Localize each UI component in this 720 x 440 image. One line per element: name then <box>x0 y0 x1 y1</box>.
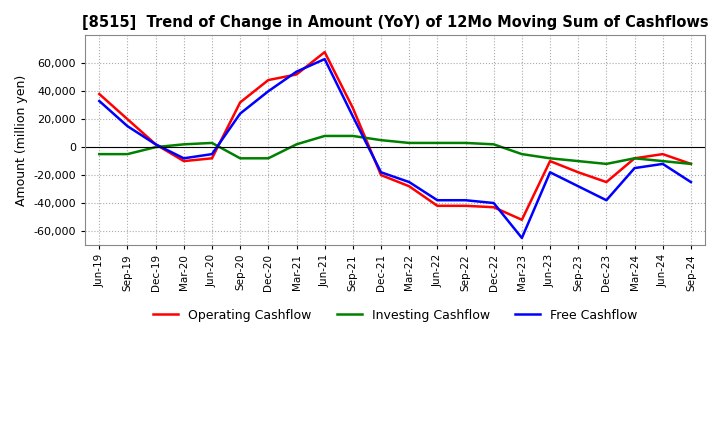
Operating Cashflow <box>236 100 245 105</box>
Operating Cashflow <box>179 158 188 164</box>
Operating Cashflow <box>574 170 582 175</box>
Free Cashflow <box>687 180 696 185</box>
Free Cashflow <box>433 198 441 203</box>
Free Cashflow <box>179 156 188 161</box>
Investing Cashflow <box>687 161 696 167</box>
Operating Cashflow <box>151 142 160 147</box>
Operating Cashflow <box>123 117 132 122</box>
Free Cashflow <box>546 170 554 175</box>
Title: [8515]  Trend of Change in Amount (YoY) of 12Mo Moving Sum of Cashflows: [8515] Trend of Change in Amount (YoY) o… <box>82 15 708 30</box>
Operating Cashflow <box>348 105 357 110</box>
Operating Cashflow <box>405 183 413 189</box>
Investing Cashflow <box>207 140 216 146</box>
Free Cashflow <box>348 114 357 119</box>
Operating Cashflow <box>320 49 329 55</box>
Line: Operating Cashflow: Operating Cashflow <box>99 52 691 220</box>
Free Cashflow <box>462 198 470 203</box>
Free Cashflow <box>236 111 245 116</box>
Investing Cashflow <box>405 140 413 146</box>
Investing Cashflow <box>602 161 611 167</box>
Investing Cashflow <box>348 133 357 139</box>
Investing Cashflow <box>377 138 385 143</box>
Free Cashflow <box>292 69 301 74</box>
Free Cashflow <box>264 88 273 94</box>
Free Cashflow <box>123 124 132 129</box>
Line: Free Cashflow: Free Cashflow <box>99 59 691 238</box>
Free Cashflow <box>490 200 498 205</box>
Investing Cashflow <box>658 158 667 164</box>
Operating Cashflow <box>490 205 498 210</box>
Operating Cashflow <box>207 156 216 161</box>
Operating Cashflow <box>602 180 611 185</box>
Operating Cashflow <box>292 72 301 77</box>
Investing Cashflow <box>236 156 245 161</box>
Free Cashflow <box>95 99 104 104</box>
Investing Cashflow <box>151 144 160 150</box>
Investing Cashflow <box>292 142 301 147</box>
Investing Cashflow <box>95 151 104 157</box>
Free Cashflow <box>207 151 216 157</box>
Free Cashflow <box>151 142 160 147</box>
Operating Cashflow <box>658 151 667 157</box>
Operating Cashflow <box>377 172 385 178</box>
Free Cashflow <box>405 180 413 185</box>
Free Cashflow <box>320 56 329 62</box>
Investing Cashflow <box>518 151 526 157</box>
Investing Cashflow <box>574 158 582 164</box>
Investing Cashflow <box>490 142 498 147</box>
Operating Cashflow <box>687 161 696 167</box>
Operating Cashflow <box>95 92 104 97</box>
Operating Cashflow <box>462 203 470 209</box>
Investing Cashflow <box>320 133 329 139</box>
Free Cashflow <box>518 235 526 241</box>
Operating Cashflow <box>264 77 273 83</box>
Investing Cashflow <box>264 156 273 161</box>
Investing Cashflow <box>462 140 470 146</box>
Free Cashflow <box>658 161 667 167</box>
Operating Cashflow <box>433 203 441 209</box>
Operating Cashflow <box>518 217 526 223</box>
Legend: Operating Cashflow, Investing Cashflow, Free Cashflow: Operating Cashflow, Investing Cashflow, … <box>148 304 642 327</box>
Investing Cashflow <box>123 151 132 157</box>
Investing Cashflow <box>630 156 639 161</box>
Free Cashflow <box>630 165 639 171</box>
Investing Cashflow <box>179 142 188 147</box>
Investing Cashflow <box>433 140 441 146</box>
Free Cashflow <box>574 183 582 189</box>
Line: Investing Cashflow: Investing Cashflow <box>99 136 691 164</box>
Y-axis label: Amount (million yen): Amount (million yen) <box>15 74 28 206</box>
Operating Cashflow <box>630 156 639 161</box>
Operating Cashflow <box>546 158 554 164</box>
Investing Cashflow <box>546 156 554 161</box>
Free Cashflow <box>377 170 385 175</box>
Free Cashflow <box>602 198 611 203</box>
